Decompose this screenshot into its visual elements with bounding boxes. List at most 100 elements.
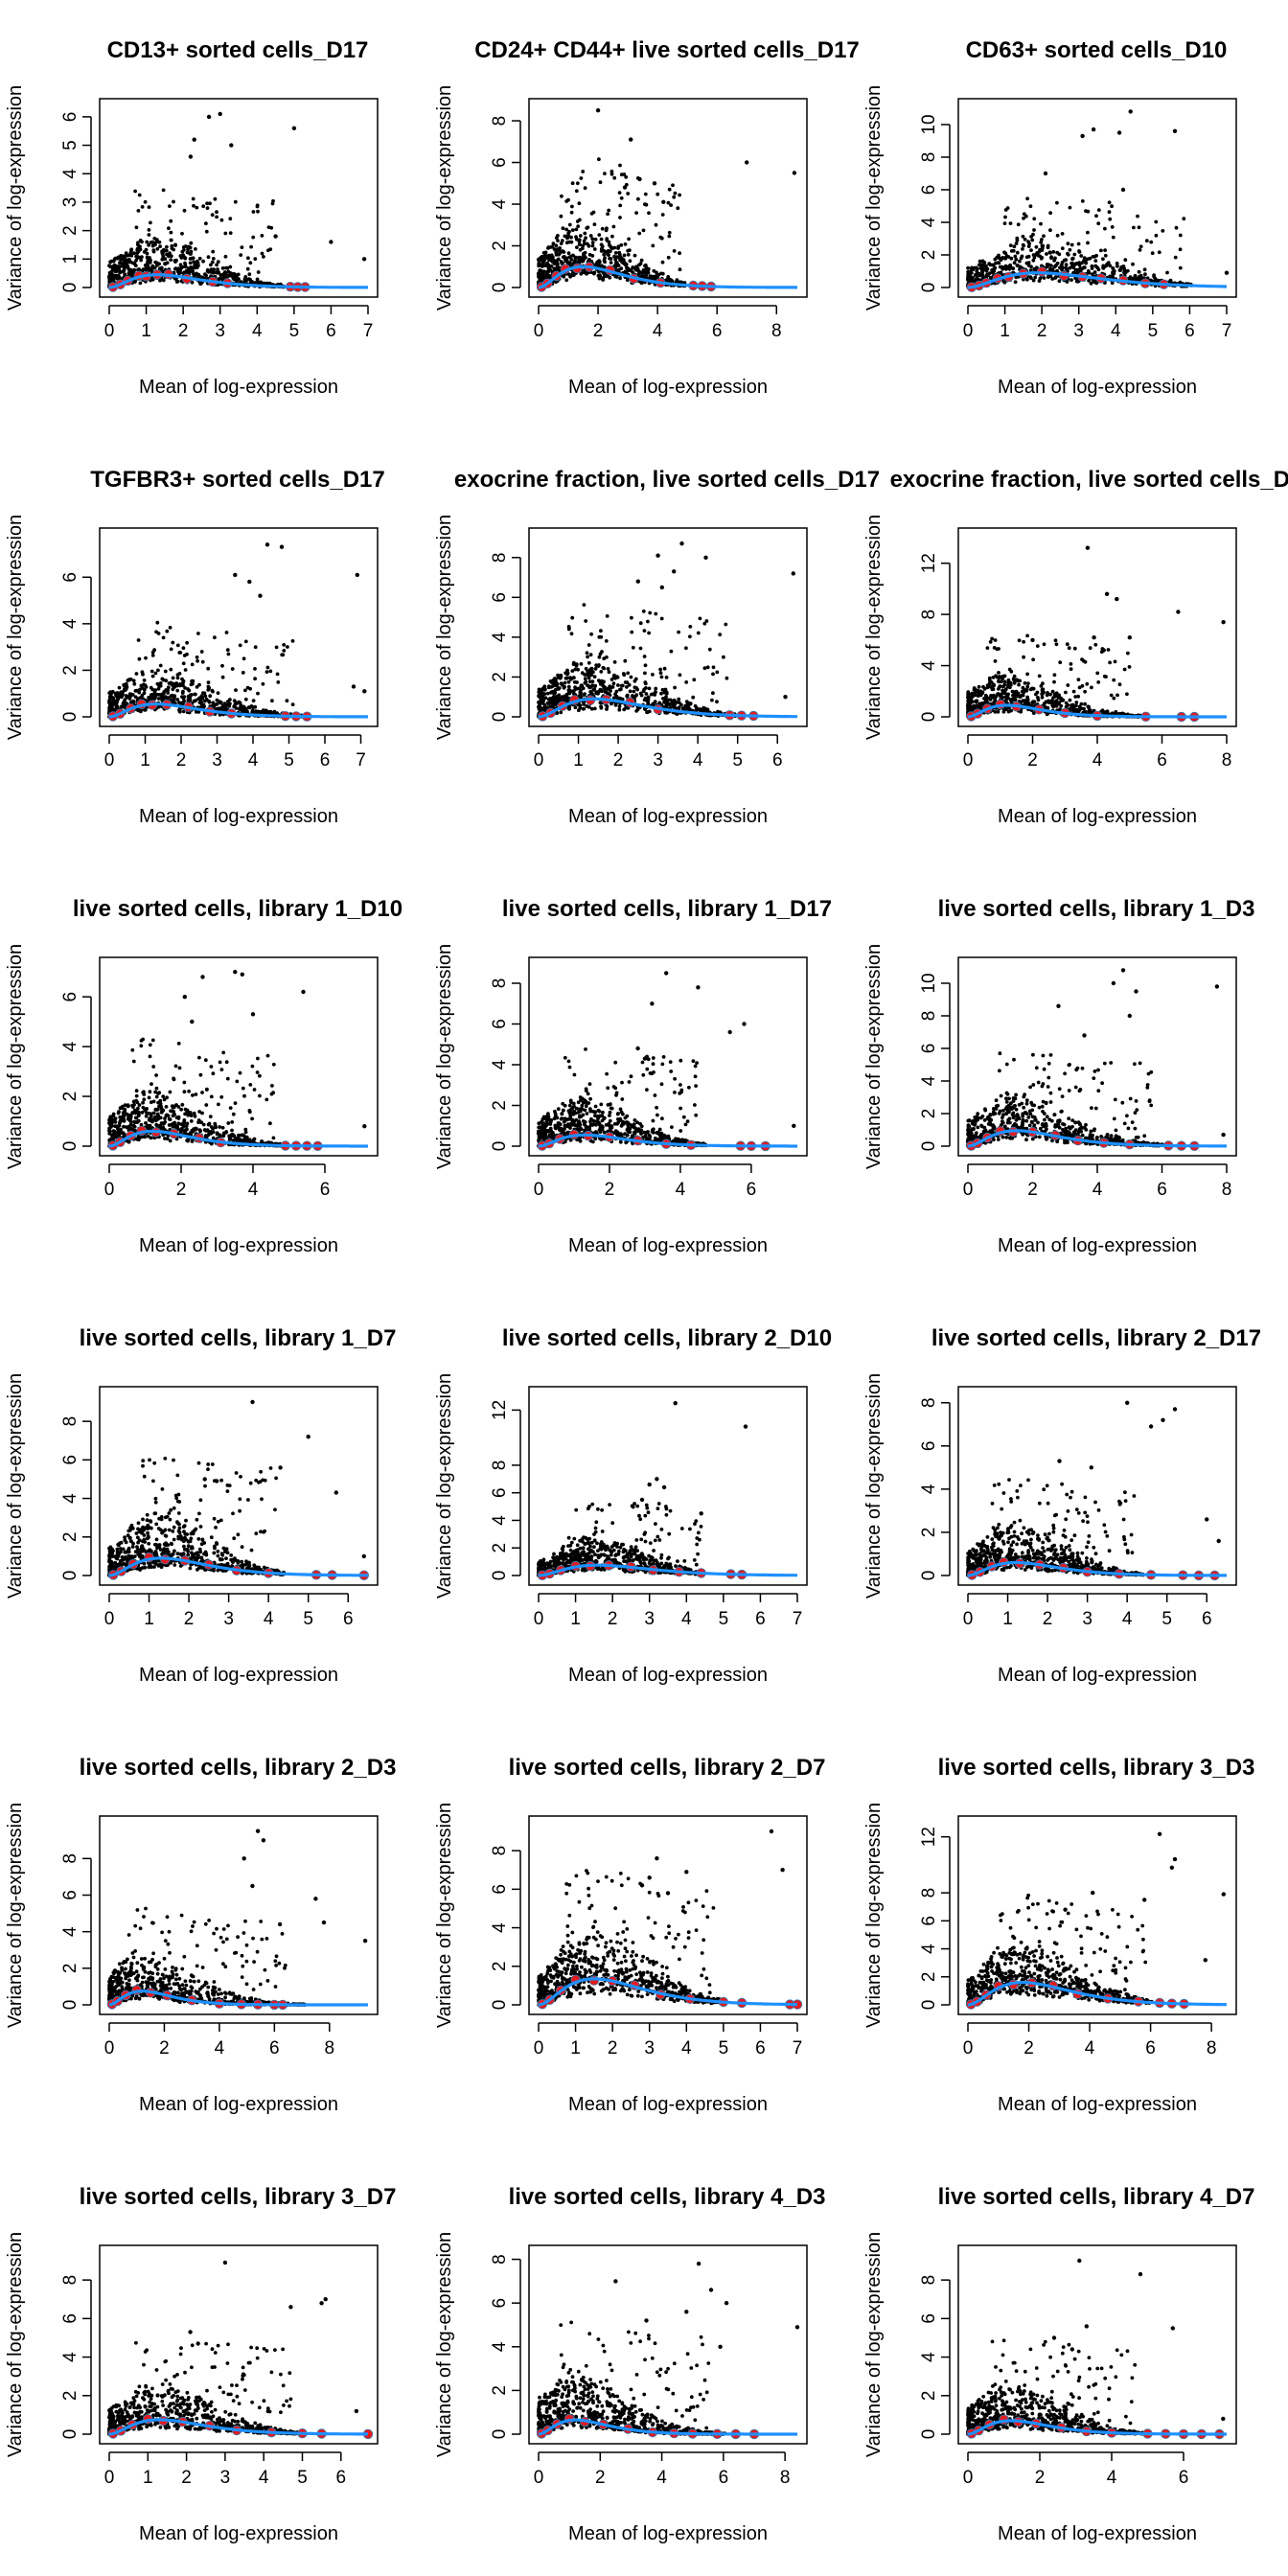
gene-point	[582, 239, 586, 243]
panel-5: exocrine fraction, live sorted cells_D17…	[434, 467, 880, 827]
gene-point	[1093, 259, 1098, 263]
gene-point	[173, 243, 178, 247]
gene-point	[637, 263, 641, 267]
gene-point	[1070, 278, 1073, 282]
gene-point	[1012, 261, 1017, 265]
gene-point	[122, 268, 126, 273]
gene-point	[190, 662, 195, 667]
gene-point	[686, 704, 690, 709]
gene-point	[588, 653, 593, 657]
y-tick-label: 0	[919, 712, 939, 723]
gene-point	[678, 193, 681, 197]
gene-point	[185, 640, 190, 645]
gene-point	[618, 216, 622, 219]
gene-point	[605, 704, 610, 709]
x-tick-label: 4	[1092, 750, 1103, 770]
gene-point	[181, 646, 186, 651]
y-tick-label: 6	[60, 112, 80, 123]
gene-point	[561, 249, 564, 253]
gene-point	[563, 680, 567, 685]
gene-point	[636, 268, 641, 273]
gene-point	[121, 254, 126, 259]
gene-point	[209, 263, 213, 267]
gene-point	[654, 686, 658, 691]
gene-point	[1015, 264, 1020, 267]
gene-point	[609, 244, 613, 249]
gene-point	[1045, 712, 1049, 717]
gene-point	[630, 630, 634, 634]
gene-point	[610, 172, 614, 176]
gene-point	[622, 253, 627, 258]
y-tick-label: 0	[60, 712, 80, 723]
gene-point	[1062, 258, 1067, 263]
gene-point-outlier	[362, 689, 367, 694]
gene-point	[1178, 247, 1183, 252]
gene-point-outlier	[637, 176, 642, 182]
gene-point	[675, 700, 678, 704]
gene-point	[540, 270, 544, 274]
gene-point	[537, 263, 541, 267]
gene-point	[549, 264, 554, 268]
gene-point	[124, 688, 127, 692]
gene-point	[577, 708, 581, 713]
gene-point	[632, 253, 637, 258]
gene-point	[972, 693, 977, 697]
gene-point	[167, 226, 171, 231]
gene-point	[1022, 639, 1025, 644]
gene-point	[576, 667, 580, 672]
gene-point	[974, 689, 978, 694]
gene-point-outlier	[279, 544, 285, 549]
gene-point	[718, 632, 723, 637]
gene-point	[197, 256, 202, 261]
gene-point	[216, 267, 219, 271]
gene-point	[1053, 638, 1058, 643]
gene-point	[636, 196, 640, 201]
gene-point	[1048, 228, 1052, 233]
gene-point	[107, 706, 112, 711]
gene-point	[156, 697, 161, 701]
gene-point	[114, 273, 119, 278]
gene-point	[1084, 209, 1088, 214]
gene-point	[169, 258, 173, 262]
gene-point	[552, 692, 557, 696]
gene-point	[194, 247, 197, 251]
gene-point	[545, 701, 550, 705]
y-tick-label: 2	[490, 672, 510, 682]
gene-point	[150, 265, 155, 270]
gene-point	[157, 266, 162, 271]
gene-point	[615, 696, 619, 700]
x-tick-label: 2	[593, 321, 604, 341]
gene-point	[711, 672, 715, 677]
gene-point	[564, 676, 568, 680]
gene-point	[178, 270, 183, 275]
x-tick-label: 3	[215, 321, 225, 341]
x-tick-label: 2	[176, 750, 187, 770]
gene-point	[131, 701, 136, 704]
gene-point	[110, 689, 115, 694]
gene-point	[175, 683, 180, 688]
x-tick-label: 2	[613, 750, 624, 770]
gene-point	[613, 264, 617, 268]
gene-point	[598, 687, 603, 692]
gene-point	[664, 695, 668, 700]
gene-point	[248, 261, 253, 265]
gene-point	[623, 680, 628, 684]
gene-point	[602, 679, 606, 684]
gene-point	[1096, 208, 1101, 213]
gene-point	[617, 704, 622, 709]
y-tick-label: 6	[490, 592, 510, 603]
gene-point	[612, 660, 617, 664]
gene-point	[999, 692, 1003, 697]
gene-point	[1013, 280, 1018, 285]
gene-point	[206, 680, 211, 684]
gene-point	[1142, 267, 1147, 272]
y-tick-label: 12	[919, 553, 939, 573]
gene-point	[1002, 679, 1007, 684]
gene-point	[1047, 701, 1052, 704]
gene-point	[573, 256, 578, 260]
gene-point	[234, 688, 238, 692]
gene-point	[582, 251, 586, 256]
gene-point	[626, 671, 631, 676]
gene-point	[1143, 272, 1147, 277]
gene-point	[618, 687, 622, 692]
